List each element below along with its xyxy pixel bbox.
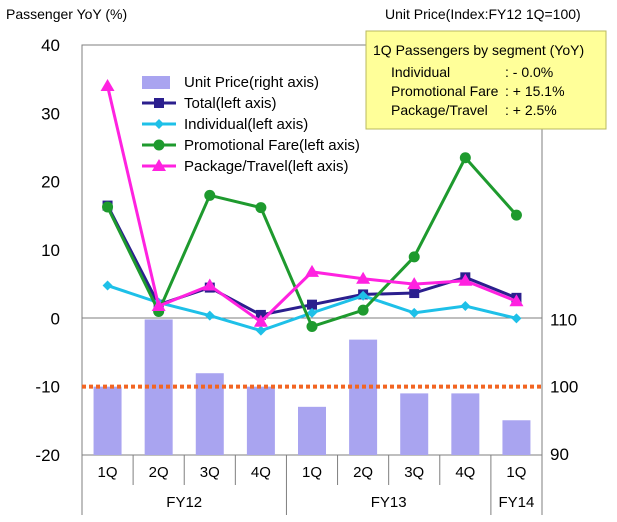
right-tick-label: 100 (550, 378, 578, 397)
left-tick-label: 0 (51, 309, 60, 328)
legend-label: Individual(left axis) (184, 116, 308, 133)
note-box: 1Q Passengers by segment (YoY) Individua… (365, 30, 607, 130)
promotional-fare-point (306, 321, 318, 333)
package-travel-point (356, 271, 371, 284)
legend: Unit Price(right axis) Total(left axis) In… (142, 74, 360, 175)
legend-label: Promotional Fare(left axis) (184, 137, 360, 154)
right-axis-title: Unit Price(Index:FY12 1Q=100) (385, 6, 581, 22)
category-label: 3Q (404, 464, 424, 481)
individual-point (204, 310, 215, 321)
individual-point (511, 313, 522, 324)
legend-marker (152, 159, 166, 171)
x-axis: 1Q 2Q 3Q 4Q 1Q 2Q 3Q 4Q 1Q FY12 FY13 FY14 (81, 455, 543, 515)
legend-label: Unit Price(right axis) (184, 74, 319, 91)
individual-point (102, 280, 113, 291)
left-tick-label: 20 (41, 173, 60, 192)
left-tick-label: 10 (41, 241, 60, 260)
note-box-title: 1Q Passengers by segment (YoY) (373, 42, 584, 58)
legend-marker (154, 119, 164, 129)
legend-item: Package/Travel(left axis) (142, 158, 349, 175)
group-label: FY12 (166, 494, 202, 511)
promotional-fare-point (102, 201, 114, 213)
left-tick-label: -20 (35, 446, 60, 465)
category-label: 1Q (302, 464, 322, 481)
category-label: 3Q (200, 464, 220, 481)
left-axis-title: Passenger YoY (%) (6, 6, 127, 22)
right-tick-label: 110 (550, 310, 577, 329)
individual-point (307, 307, 317, 318)
category-label: 4Q (251, 464, 271, 481)
package-travel-series (100, 79, 524, 327)
legend-marker (154, 98, 164, 108)
right-tick-label: 90 (550, 445, 569, 464)
package-travel-point (305, 264, 319, 277)
package-travel-point (253, 314, 268, 327)
legend-label: Total(left axis) (184, 95, 277, 112)
promotional-fare-point (255, 202, 267, 214)
promotional-fare-point (459, 152, 471, 164)
note-row-label: Individual (391, 64, 450, 80)
legend-item: Individual(left axis) (142, 116, 308, 133)
legend-item: Unit Price(right axis) (142, 74, 319, 91)
category-label: 2Q (149, 464, 169, 481)
legend-marker (153, 139, 165, 151)
left-tick-label: 40 (41, 36, 60, 55)
legend-label: Package/Travel(left axis) (184, 158, 349, 175)
line-series (100, 79, 524, 336)
unit-price-bar (93, 386, 122, 455)
note-row-value: : + 2.5% (505, 102, 557, 118)
note-row-label: Package/Travel (391, 102, 488, 118)
note-row-value: : + 15.1% (505, 83, 565, 99)
individual-point (255, 325, 266, 336)
individual-point (358, 290, 369, 301)
left-axis-ticks: 40 30 20 10 0 -10 -20 (35, 36, 60, 465)
legend-swatch (142, 76, 170, 89)
unit-price-bar (298, 406, 326, 455)
promotional-fare-series (102, 152, 522, 333)
note-row-label: Promotional Fare (391, 83, 499, 99)
category-label: 1Q (98, 464, 118, 481)
note-box-background (365, 30, 607, 130)
note-row-value: : - 0.0% (505, 64, 553, 80)
left-tick-label: -10 (35, 378, 60, 397)
package-travel-point (458, 273, 473, 286)
legend-item: Promotional Fare(left axis) (142, 137, 360, 154)
individual-series (102, 280, 522, 336)
promotional-fare-point (357, 304, 369, 316)
category-label: 2Q (353, 464, 373, 481)
left-tick-label: 30 (41, 104, 60, 123)
category-label: 4Q (455, 464, 475, 481)
unit-price-bar (400, 393, 429, 455)
total-point (307, 299, 317, 310)
package-travel-point (407, 277, 422, 290)
unit-price-bar (349, 339, 378, 455)
group-label: FY13 (371, 494, 407, 511)
unit-price-bar (451, 393, 480, 455)
package-travel-point (509, 294, 524, 307)
individual-point (409, 307, 420, 318)
package-travel-point (100, 79, 115, 91)
total-point (409, 288, 420, 299)
individual-point (460, 301, 471, 312)
package-travel-point (151, 299, 166, 312)
unit-price-bar (246, 386, 275, 455)
category-label: 1Q (506, 464, 526, 481)
right-axis-ticks: 110 100 90 (550, 310, 578, 463)
group-label: FY14 (499, 494, 535, 511)
package-travel-point (202, 278, 217, 291)
promotional-fare-point (510, 209, 522, 221)
legend-item: Total(left axis) (142, 95, 277, 112)
unit-price-bar (502, 420, 531, 455)
promotional-fare-point (408, 251, 420, 263)
promotional-fare-point (204, 189, 216, 201)
